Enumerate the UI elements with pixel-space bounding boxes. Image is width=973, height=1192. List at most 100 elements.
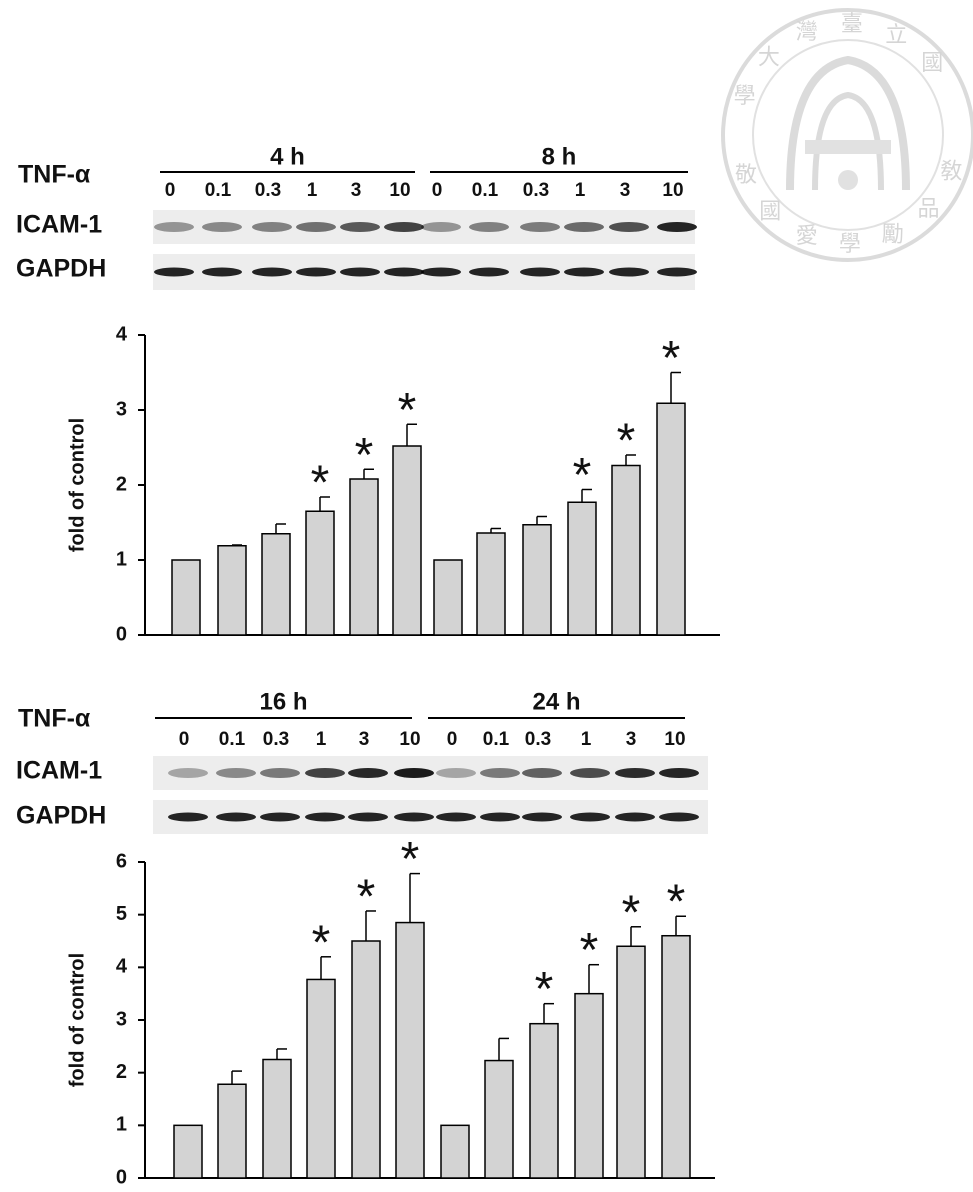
blot-band [615,813,655,822]
bar [307,979,335,1178]
bar [568,502,596,635]
seal-ring [753,40,943,230]
bar [657,403,685,635]
blot-band [252,222,292,232]
blot-band [340,268,380,277]
x-category-label: 0.1 [483,729,510,750]
blot-band [216,768,256,778]
group-label: 4 h [270,143,305,170]
significance-mark: * [667,876,686,929]
watermark-char: 品 [917,196,939,221]
x-category-label: 3 [351,180,362,201]
bar [174,1125,202,1178]
watermark-seal: 學大灣臺立國敎品勵學愛國敬 [723,10,973,260]
error-bar [277,1049,287,1060]
blot-band [154,268,194,277]
bar [263,1060,291,1179]
significance-mark: * [662,332,681,385]
x-category-label: 0 [165,180,176,201]
significance-mark: * [401,833,420,886]
group-label: 24 h [532,688,580,715]
treatment-label: TNF-α [18,161,91,189]
x-category-label: 3 [626,729,637,750]
blot-band [296,222,336,232]
blot-band [421,268,461,277]
bar [352,941,380,1178]
blot-band [436,768,476,778]
x-category-label: 0.3 [255,180,281,201]
blot-band [609,268,649,277]
x-category-label: 3 [359,729,370,750]
blot-band [168,768,208,778]
blot-band [384,268,424,277]
significance-mark: * [617,415,636,468]
blot-band [260,768,300,778]
y-tick-label: 0 [116,623,127,645]
blot-band [480,813,520,822]
blot-band [659,768,699,778]
watermark-char: 敬 [735,162,757,187]
x-category-label: 0.1 [219,729,246,750]
significance-mark: * [622,886,641,939]
y-tick-label: 1 [116,1114,127,1136]
x-category-label: 3 [620,180,631,201]
blot-band [659,813,699,822]
bar [306,511,334,635]
significance-mark: * [580,924,599,977]
blot-band [340,222,380,232]
x-category-label: 10 [399,729,420,750]
blot-band [615,768,655,778]
blot-band [570,768,610,778]
blot-band [168,813,208,822]
significance-mark: * [398,384,417,437]
significance-mark: * [535,963,554,1016]
blot-band [436,813,476,822]
y-tick-label: 4 [116,323,128,345]
blot-band [657,268,697,277]
bar [218,1084,246,1178]
bar [441,1125,469,1178]
watermark-char: 敎 [940,158,962,183]
blot-band [348,813,388,822]
blot-band [469,222,509,232]
blot-band [421,222,461,232]
blot-band [348,768,388,778]
blot-label: GAPDH [16,802,106,830]
watermark-char: 大 [758,44,780,69]
error-bar [276,524,286,534]
blot-band [657,222,697,232]
x-category-label: 0 [179,729,190,750]
x-category-label: 10 [389,180,410,201]
error-bar [499,1038,509,1060]
bar [485,1061,513,1178]
watermark-char: 學 [839,231,861,256]
bar [662,936,690,1178]
x-category-label: 0.1 [205,180,232,201]
x-category-label: 0.3 [263,729,289,750]
bar [172,560,200,635]
blot-band [296,268,336,277]
y-tick-label: 5 [116,903,127,925]
watermark-char: 學 [734,83,756,108]
blot-band [384,222,424,232]
blot-band [564,222,604,232]
seal-emblem [805,140,891,154]
x-category-label: 10 [662,180,683,201]
x-category-label: 1 [581,729,592,750]
bar [262,534,290,635]
watermark-char: 臺 [841,11,863,36]
blot-label: GAPDH [16,255,106,283]
x-category-label: 0.3 [523,180,549,201]
y-tick-label: 3 [116,398,127,420]
x-category-label: 0 [447,729,458,750]
blot-label: ICAM-1 [16,757,102,785]
x-category-label: 10 [664,729,685,750]
blot-band [609,222,649,232]
bar [218,546,246,635]
error-bar [537,517,547,525]
error-bar [232,545,242,546]
treatment-label: TNF-α [18,705,91,733]
y-axis-label: fold of control [66,953,88,1087]
bar [617,946,645,1178]
significance-mark: * [573,449,592,502]
